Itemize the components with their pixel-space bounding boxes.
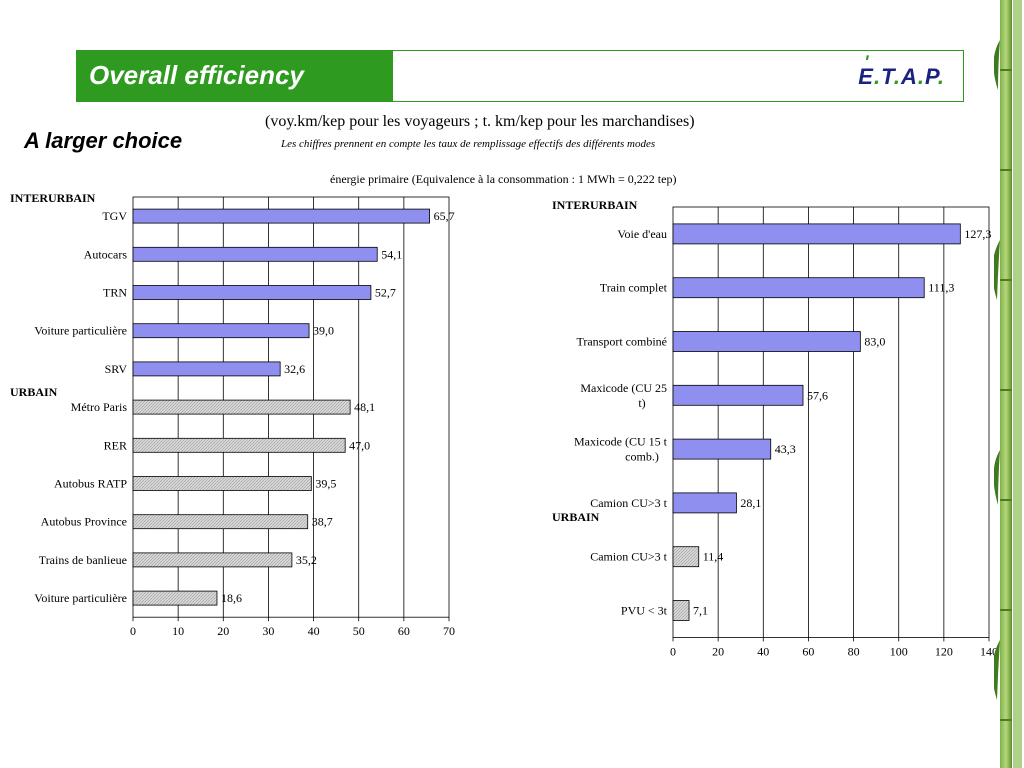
x-tick-label: 120 — [935, 644, 953, 658]
x-tick-label: 70 — [443, 624, 455, 638]
logo-letter-p: P — [925, 64, 938, 89]
group-label: INTERURBAIN — [10, 191, 96, 205]
category-label: comb.) — [625, 450, 659, 464]
category-label: Voie d'eau — [617, 227, 667, 241]
x-tick-label: 20 — [217, 624, 229, 638]
category-label: Maxicode (CU 15 t — [574, 435, 668, 449]
category-label: Maxicode (CU 25 — [580, 381, 667, 395]
bar — [672, 223, 961, 245]
value-label: 127,3 — [964, 227, 991, 241]
etap-logo: ʹ E.T.A.P. — [858, 52, 945, 89]
value-label: 32,6 — [284, 362, 305, 376]
value-label: 111,3 — [928, 281, 954, 295]
category-label: RER — [104, 438, 127, 452]
category-label: Camion CU>3 t — [590, 550, 667, 564]
x-tick-label: 0 — [130, 624, 136, 638]
x-tick-label: 140 — [980, 644, 998, 658]
x-tick-label: 20 — [712, 644, 724, 658]
value-label: 18,6 — [221, 591, 242, 605]
bar — [672, 546, 700, 568]
x-tick-label: 40 — [308, 624, 320, 638]
category-label: t) — [638, 396, 645, 410]
header-bar: Overall efficiency ʹ E.T.A.P. — [76, 50, 964, 102]
value-label: 39,5 — [315, 477, 336, 491]
x-tick-label: 60 — [398, 624, 410, 638]
category-label: Transport combiné — [576, 335, 667, 349]
logo-letter-a: A — [901, 64, 918, 89]
bar — [132, 246, 378, 262]
x-tick-label: 80 — [848, 644, 860, 658]
value-label: 48,1 — [354, 400, 375, 414]
value-label: 65,7 — [434, 209, 455, 223]
group-label: INTERURBAIN — [552, 198, 638, 212]
value-label: 28,1 — [740, 496, 761, 510]
x-tick-label: 50 — [353, 624, 365, 638]
bar — [132, 590, 218, 606]
value-label: 54,1 — [381, 247, 402, 261]
bar — [132, 476, 312, 491]
value-label: 39,0 — [313, 324, 334, 338]
x-tick-label: 100 — [890, 644, 908, 658]
x-tick-label: 10 — [172, 624, 184, 638]
passenger-efficiency-chart: 0 10 20 30 40 50 60 70 INTERURBAIN 65,7 TGV 54,1 Aut… — [10, 191, 455, 638]
title-box: Overall efficiency — [77, 51, 393, 101]
category-label: Autocars — [84, 247, 128, 261]
category-label: PVU < 3t — [621, 604, 668, 618]
value-label: 35,2 — [296, 553, 317, 567]
x-tick-label: 0 — [670, 644, 676, 658]
value-label: 83,0 — [864, 335, 885, 349]
x-tick-label: 30 — [262, 624, 274, 638]
logo-letter-t: T — [881, 64, 894, 89]
slide-title: Overall efficiency — [89, 60, 304, 90]
freight-efficiency-chart: 0 20 40 60 80 100 120 140 INTERURBAIN 127,3 Voie d… — [552, 198, 998, 658]
value-label: 57,6 — [807, 388, 828, 402]
bar — [132, 208, 430, 224]
units-note: (voy.km/kep pour les voyageurs ; t. km/k… — [265, 113, 695, 130]
x-tick-label: 60 — [802, 644, 814, 658]
category-label: Autobus Province — [41, 515, 127, 529]
value-label: 47,0 — [349, 438, 370, 452]
bar — [672, 600, 690, 621]
category-label: Train complet — [600, 281, 668, 295]
x-tick-label: 40 — [757, 644, 769, 658]
bar — [672, 384, 804, 406]
bar — [132, 437, 346, 453]
fill-rate-note: Les chiffres prennent en compte les taux… — [281, 138, 656, 150]
value-label: 52,7 — [375, 286, 396, 300]
category-label: Autobus RATP — [54, 477, 127, 491]
bar — [132, 285, 372, 300]
bar — [132, 514, 309, 530]
bar — [672, 492, 737, 514]
bar — [132, 399, 351, 415]
logo-accent: ʹ — [864, 52, 870, 72]
value-label: 38,7 — [312, 515, 333, 529]
category-label: TGV — [102, 209, 127, 223]
category-label: Voiture particulière — [34, 591, 127, 605]
energy-note: énergie primaire (Equivalence à la conso… — [330, 172, 677, 186]
category-label: Voiture particulière — [34, 324, 127, 338]
category-label: TRN — [103, 286, 127, 300]
bar — [672, 438, 772, 460]
group-label: URBAIN — [10, 385, 58, 399]
category-label: Camion CU>3 t — [590, 496, 667, 510]
bamboo-decoration — [994, 0, 1022, 768]
value-label: 7,1 — [693, 604, 708, 618]
category-label: Métro Paris — [71, 400, 128, 414]
value-label: 43,3 — [775, 442, 796, 456]
group-label: URBAIN — [552, 510, 600, 524]
bar — [132, 552, 293, 568]
bar — [672, 277, 925, 299]
bar — [132, 323, 310, 339]
category-label: SRV — [105, 362, 128, 376]
logo-letter-e: E — [858, 64, 874, 89]
plot-frame — [672, 206, 990, 638]
category-label: Trains de banlieue — [39, 553, 127, 567]
value-label: 11,4 — [703, 550, 724, 564]
bar — [132, 361, 281, 377]
subtitle: A larger choice — [24, 128, 183, 153]
bar — [672, 331, 861, 352]
